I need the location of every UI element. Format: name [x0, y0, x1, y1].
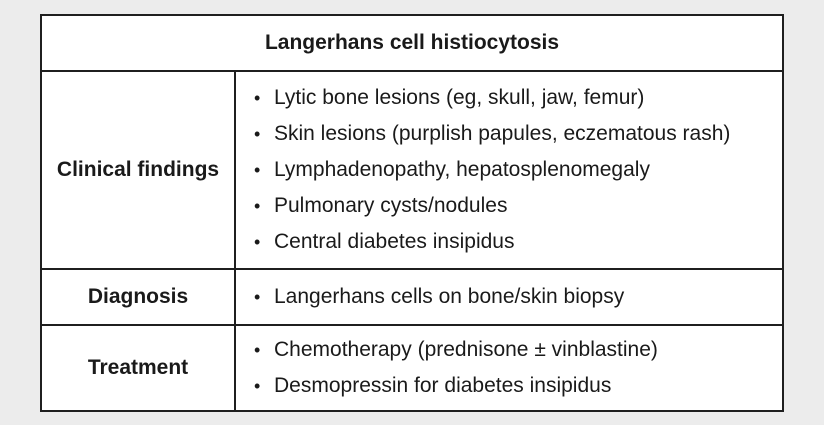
list-item-text: Lymphadenopathy, hepatosplenomegaly	[274, 158, 650, 181]
list-item: • Pulmonary cysts/nodules	[254, 188, 782, 224]
list-item: • Desmopressin for diabetes insipidus	[254, 368, 782, 404]
list-item-text: Desmopressin for diabetes insipidus	[274, 374, 612, 397]
list-item-text: Central diabetes insipidus	[274, 230, 515, 253]
list-item: • Langerhans cells on bone/skin biopsy	[254, 279, 782, 315]
table-title: Langerhans cell histiocytosis	[42, 16, 782, 72]
list-item: • Chemotherapy (prednisone ± vinblastine…	[254, 332, 782, 368]
list-item-text: Chemotherapy (prednisone ± vinblastine)	[274, 338, 658, 361]
table-row-clinical-findings: Clinical findings • Lytic bone lesions (…	[42, 72, 782, 270]
bullet-icon: •	[254, 376, 261, 396]
table-row-diagnosis: Diagnosis • Langerhans cells on bone/ski…	[42, 270, 782, 326]
bullet-icon: •	[254, 160, 261, 180]
list-item-text: Skin lesions (purplish papules, eczemato…	[274, 122, 731, 145]
bullet-icon: •	[254, 196, 261, 216]
table-row-treatment: Treatment • Chemotherapy (prednisone ± v…	[42, 326, 782, 410]
bullet-icon: •	[254, 88, 261, 108]
summary-table: Langerhans cell histiocytosis Clinical f…	[40, 14, 784, 412]
bullet-icon: •	[254, 232, 261, 252]
list-item: • Skin lesions (purplish papules, eczema…	[254, 116, 782, 152]
bullet-icon: •	[254, 124, 261, 144]
row-body-treatment: • Chemotherapy (prednisone ± vinblastine…	[236, 326, 782, 410]
bullet-icon: •	[254, 340, 261, 360]
row-header-diagnosis: Diagnosis	[42, 270, 236, 324]
list-item-text: Pulmonary cysts/nodules	[274, 194, 508, 217]
row-header-treatment: Treatment	[42, 326, 236, 410]
row-body-diagnosis: • Langerhans cells on bone/skin biopsy	[236, 270, 782, 324]
bullet-icon: •	[254, 287, 261, 307]
row-body-clinical-findings: • Lytic bone lesions (eg, skull, jaw, fe…	[236, 72, 782, 268]
row-header-clinical-findings: Clinical findings	[42, 72, 236, 268]
list-item: • Central diabetes insipidus	[254, 224, 782, 260]
list-item-text: Lytic bone lesions (eg, skull, jaw, femu…	[274, 86, 645, 109]
list-item: • Lymphadenopathy, hepatosplenomegaly	[254, 152, 782, 188]
list-item: • Lytic bone lesions (eg, skull, jaw, fe…	[254, 80, 782, 116]
list-item-text: Langerhans cells on bone/skin biopsy	[274, 285, 625, 308]
